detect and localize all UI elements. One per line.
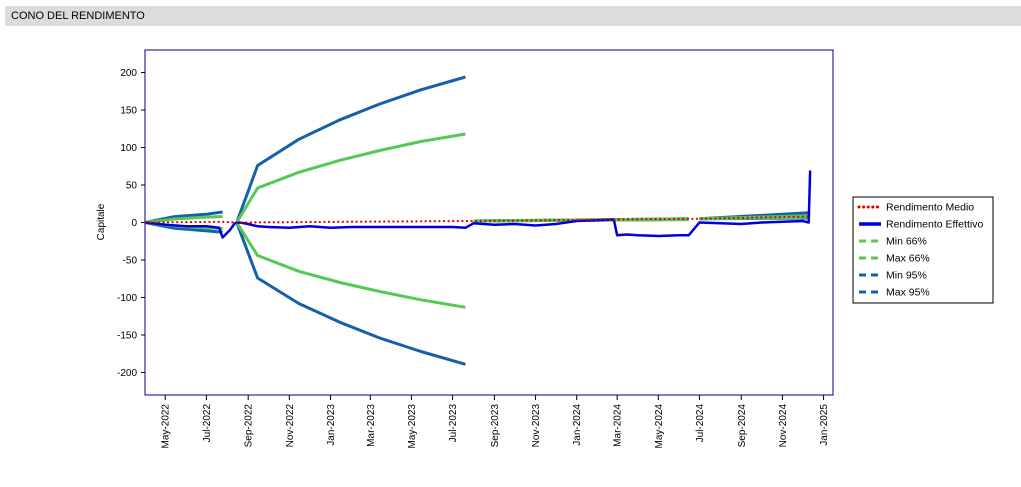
- x-tick-label: Jan-2023: [326, 404, 337, 446]
- series-max-95-line: [235, 75, 466, 224]
- x-tick-label: Jul-2024: [695, 404, 706, 443]
- y-tick-label: 150: [120, 106, 137, 117]
- x-tick-label: Jan-2025: [819, 404, 830, 446]
- series-max-66-line: [235, 132, 466, 224]
- series-max-66-line: [144, 215, 223, 224]
- series-rendimento-medio-line: [143, 215, 810, 224]
- y-axis: 200 150 100 50 0 -50 -100 -150 -200: [117, 68, 145, 379]
- y-tick-label: 50: [126, 181, 138, 192]
- y-tick-label: -200: [117, 368, 137, 379]
- y-tick-label: -150: [117, 331, 137, 342]
- legend-box: [852, 196, 994, 304]
- x-axis: May-2022 Jul-2022 Sep-2022 Nov-2022 Jan-2023…: [161, 395, 830, 448]
- y-tick-label: 0: [131, 218, 137, 229]
- chart-header-bar: CONO DEL RENDIMENTO: [5, 6, 1021, 26]
- x-tick-label: Nov-2022: [285, 404, 296, 448]
- legend-label-rendimento-medio: Rendimento Medio: [886, 202, 974, 214]
- x-tick-label: Mar-2023: [366, 404, 377, 447]
- x-tick-label: May-2023: [407, 404, 418, 449]
- y-tick-label: -100: [117, 293, 137, 304]
- x-tick-label: Jan-2024: [572, 404, 583, 446]
- x-tick-label: Sep-2023: [490, 404, 501, 448]
- y-tick-label: -50: [123, 256, 138, 267]
- x-tick-label: Mar-2024: [613, 404, 624, 447]
- series-rendimento-effettivo-line: [143, 170, 812, 239]
- series-layer: [143, 75, 812, 366]
- legend: Rendimento Medio Rendimento Effettivo Min …: [852, 196, 994, 304]
- legend-label-rendimento-effettivo: Rendimento Effettivo: [886, 219, 983, 231]
- series-min-66-line: [235, 221, 466, 309]
- legend-label-min-66: Min 66%: [886, 236, 927, 248]
- legend-label-min-95: Min 95%: [886, 270, 927, 282]
- x-tick-label: Jul-2022: [202, 404, 213, 443]
- legend-label-max-66: Max 66%: [886, 253, 930, 265]
- legend-label-max-95: Max 95%: [886, 287, 930, 299]
- y-tick-label: 100: [120, 143, 137, 154]
- y-axis-label: Capitale: [96, 203, 107, 240]
- x-tick-label: Nov-2024: [778, 404, 789, 448]
- chart-header-title: CONO DEL RENDIMENTO: [11, 10, 145, 22]
- series-min-95-line: [235, 221, 466, 366]
- x-tick-label: May-2022: [161, 404, 172, 449]
- x-tick-label: May-2024: [654, 404, 665, 449]
- series-max-66-line: [699, 214, 809, 221]
- y-tick-label: 200: [120, 68, 137, 79]
- x-tick-label: Nov-2023: [531, 404, 542, 448]
- x-tick-label: Jul-2023: [448, 404, 459, 443]
- x-tick-label: Sep-2022: [244, 404, 255, 448]
- x-tick-label: Sep-2024: [737, 404, 748, 448]
- legend-items: Rendimento Medio Rendimento Effettivo Min …: [857, 202, 983, 299]
